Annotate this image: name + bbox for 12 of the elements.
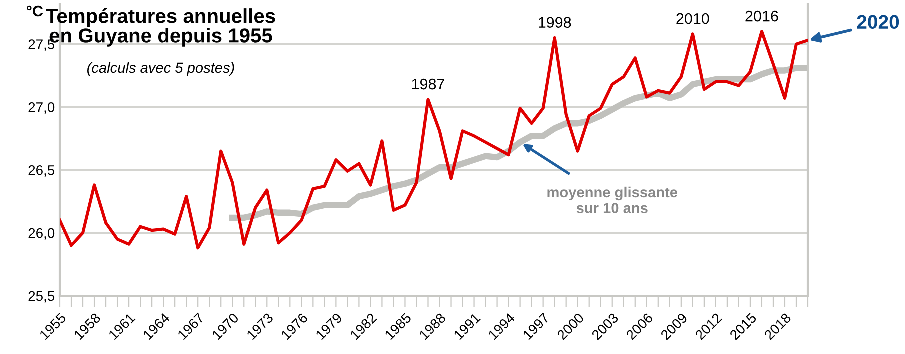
annotation: 2010 xyxy=(676,13,710,24)
annotation: 2020 xyxy=(857,15,900,30)
y-tick-label: 27,0 xyxy=(28,102,55,114)
y-tick-label: 25,5 xyxy=(28,291,55,303)
annotation: 1987 xyxy=(412,78,444,90)
text: (calculs avec 5 postes) xyxy=(88,62,234,76)
annotation: 2016 xyxy=(746,10,778,22)
y-tick-label: 26,5 xyxy=(28,165,55,177)
annotation: 1998 xyxy=(539,17,572,28)
text: moyenne glissante sur 10 ans xyxy=(548,186,678,214)
y-tick-label: 26,0 xyxy=(28,228,55,240)
y-axis-title: °C xyxy=(27,6,44,17)
